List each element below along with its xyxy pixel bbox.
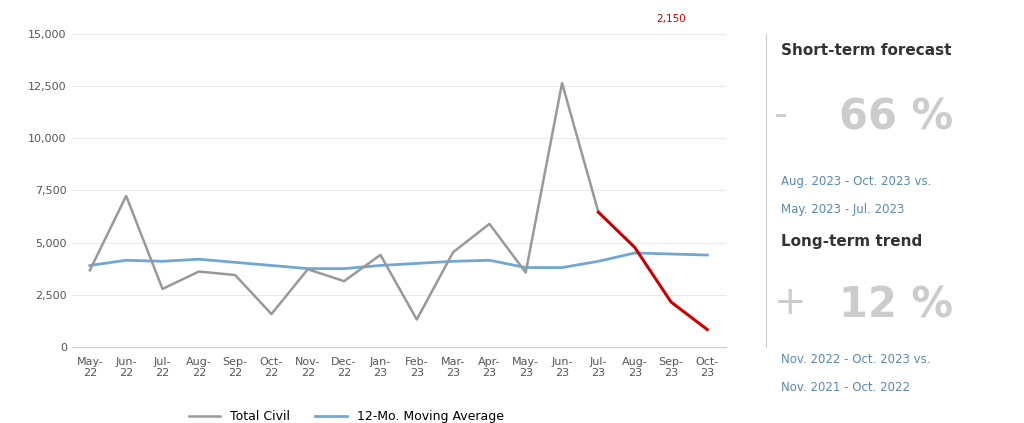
Text: 66 %: 66 % — [839, 96, 953, 138]
Text: Nov. 2022 - Oct. 2023 vs.: Nov. 2022 - Oct. 2023 vs. — [780, 353, 930, 366]
Legend: Total Civil, 12-Mo. Moving Average: Total Civil, 12-Mo. Moving Average — [184, 405, 509, 423]
Text: 2,150: 2,150 — [656, 14, 686, 24]
Text: Short-term forecast: Short-term forecast — [780, 43, 951, 58]
Text: Long-term trend: Long-term trend — [780, 234, 922, 249]
Text: +: + — [773, 284, 806, 322]
Text: May. 2023 - Jul. 2023: May. 2023 - Jul. 2023 — [780, 203, 904, 216]
Text: Nov. 2021 - Oct. 2022: Nov. 2021 - Oct. 2022 — [780, 381, 909, 394]
Text: 12 %: 12 % — [839, 284, 953, 326]
Text: Aug. 2023 - Oct. 2023 vs.: Aug. 2023 - Oct. 2023 vs. — [780, 175, 931, 188]
Text: -: - — [773, 96, 787, 135]
